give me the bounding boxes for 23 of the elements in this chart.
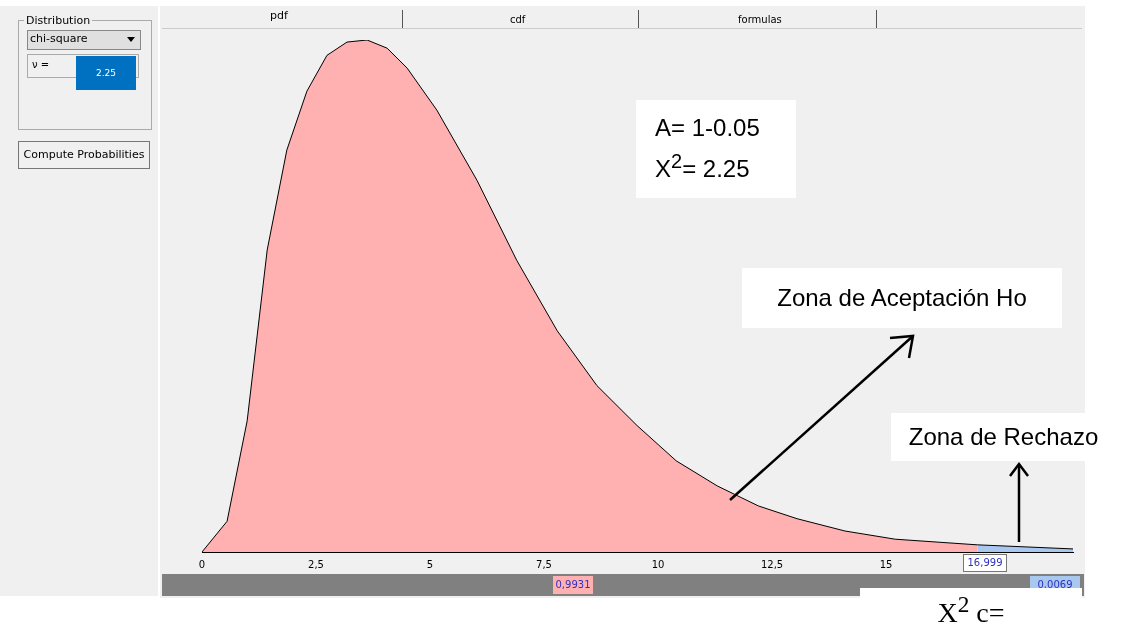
text: 0,0069: [1037, 579, 1073, 591]
text: 0,9931: [555, 579, 591, 591]
text: Distribution: [26, 14, 91, 27]
text: ν =: [32, 59, 50, 70]
text: 2.25: [95, 67, 117, 79]
text: X$^{2}$ c=: [937, 591, 1005, 630]
text: pdf: [270, 9, 288, 22]
text: chi-square: [30, 32, 88, 45]
text: 16,999: [967, 557, 1003, 569]
annotation: Zona de Rechazo: [908, 423, 1099, 451]
x-tick-label: 10: [651, 558, 665, 570]
annotation: X$^{2}$= 2.25: [655, 150, 750, 182]
text: Compute Probabilities: [23, 147, 145, 162]
x-tick-label: 12,5: [760, 558, 784, 570]
x-tick-label: 5: [426, 558, 434, 570]
annotation: A= 1-0.05: [655, 114, 760, 141]
annotation: Zona de Aceptación Ho: [777, 284, 1027, 312]
x-tick-label: 7,5: [536, 558, 552, 570]
x-tick-label: 0: [198, 558, 206, 570]
x-tick-label: 15: [879, 558, 893, 570]
x-tick-label: 2,5: [308, 558, 324, 570]
text: formulas: [738, 14, 782, 25]
text: cdf: [510, 14, 526, 25]
